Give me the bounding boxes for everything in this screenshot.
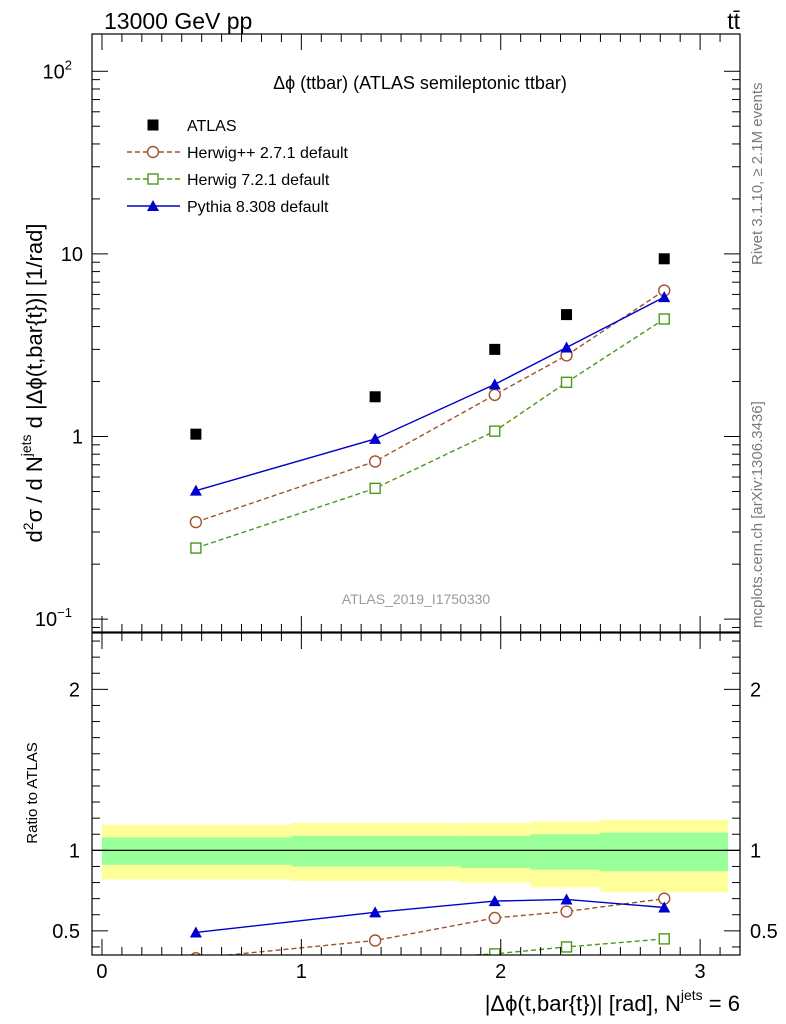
svg-text:d2σ / d Njets d |Δϕ(t,bar{t}: d2σ / d Njets d |Δϕ(t,bar{t})| [1/rad] [18,224,47,543]
main-y-axis-label: d2σ / d Njets d |Δϕ(t,bar{t})| [1/rad] [18,224,47,543]
main-series-group [189,253,671,554]
ratio-point-2-4 [658,901,671,913]
ratio-y-tick-labels: 0.5 0.5 1 1 2 2 [52,679,778,943]
main-point-0-1 [369,391,381,403]
legend-marker-3 [147,200,159,211]
main-axis-ticks [92,34,741,632]
main-panel-frame [91,33,741,633]
ratio-series-group [189,892,671,978]
main-series-line-1 [195,289,665,523]
ratio-y-tick-label-left: 0.5 [52,921,80,943]
x-tick-labels: 0 1 2 3 [96,961,705,983]
main-point-0-4 [658,253,670,265]
main-watermark: ATLAS_2019_I1750330 [342,591,491,607]
ratio-point-1-1 [369,954,381,955]
ratio-uncertainty-bands [101,819,729,893]
ratio-point-2-1 [369,906,382,918]
main-y-tick-label: 10 [61,244,83,266]
rivet-version-label: Rivet 3.1.10, ≥ 2.1M events [749,83,766,266]
ratio-panel: 0.5 0.5 1 1 2 2 0 1 2 3 Ratio to ATLAS |Δϕ(t,bar… [24,632,778,1016]
band-inner-3 [530,834,601,870]
band-inner-4 [600,832,729,872]
legend: ATLAS Herwig++ 2.7.1 default Herwig 7.2.1 … [127,118,349,216]
legend-label-3: Pythia 8.308 default [187,199,329,216]
ratio-y-tick-label-right: 2 [750,679,761,701]
ratio-y-tick-label-right: 0.5 [750,921,778,943]
ratio-point-1-3 [560,941,573,953]
header-process-label: tt̄ [727,8,740,34]
mcplots-source-label: mcplots.cern.ch [arXiv:1306.3436] [749,401,766,628]
main-point-0-0 [190,428,202,440]
main-panel: Δϕ (ttbar) (ATLAS semileptonic ttbar) 10… [18,33,741,633]
main-point-3-1 [369,432,382,444]
main-point-0-2 [489,343,501,355]
main-point-3-3 [560,341,573,353]
main-point-3-2 [488,378,501,390]
legend-marker-1 [146,145,160,159]
band-inner-1 [291,835,461,867]
header-energy-label: 13000 GeV pp [104,8,252,34]
main-point-3-4 [658,291,671,303]
ratio-point-0-0 [190,952,202,955]
main-point-2-0 [190,542,202,554]
main-y-tick-label: 10−1 [35,605,72,631]
ratio-series-line-0 [221,897,665,955]
main-point-2-4 [658,313,670,325]
band-inner-0 [101,837,292,865]
main-series-line-2 [195,318,665,549]
ratio-panel-frame [91,632,741,956]
ratio-point-2-0 [189,926,202,938]
main-point-2-3 [560,376,573,389]
band-inner-2 [460,835,531,869]
x-axis-label: |Δϕ(t,bar{t})| [rad], Njets = 6 [485,987,740,1016]
ratio-series-line-2 [195,898,665,934]
ratio-y-tick-label-left: 2 [69,679,80,701]
ratio-point-2-2 [488,895,501,907]
x-tick-label: 0 [96,961,107,983]
ratio-point-0-1 [368,934,382,947]
legend-marker-2 [147,173,159,185]
main-point-2-1 [369,482,381,495]
main-point-3-0 [189,484,202,496]
main-point-1-1 [368,455,382,468]
legend-marker-0 [147,119,159,131]
ratio-series-line-1 [462,938,665,955]
main-point-2-2 [489,425,501,437]
ratio-y-axis-label: Ratio to ATLAS [24,742,41,843]
main-point-0-3 [561,309,573,321]
legend-label-2: Herwig 7.2.1 default [187,172,330,189]
main-point-1-2 [488,388,501,402]
ratio-point-0-2 [488,911,501,925]
ratio-point-2-3 [560,893,573,905]
legend-label-0: ATLAS [187,118,237,135]
ratio-y-tick-label-left: 1 [69,840,80,862]
ratio-point-1-0 [191,968,201,978]
main-plot-title: Δϕ (ttbar) (ATLAS semileptonic ttbar) [273,73,567,93]
main-y-tick-labels: 102 10 1 10−1 [35,57,83,631]
ratio-y-tick-label-right: 1 [750,840,761,862]
x-tick-label: 3 [695,961,706,983]
ratio-point-1-2 [489,948,501,955]
main-y-tick-label: 102 [43,57,72,83]
ratio-point-0-3 [560,905,573,918]
ratio-point-1-4 [658,933,670,945]
ratio-axis-ticks [92,633,741,955]
x-tick-label: 1 [296,961,307,983]
main-y-tick-label: 1 [72,426,83,448]
legend-label-1: Herwig++ 2.7.1 default [187,145,349,162]
x-tick-label: 2 [495,961,506,983]
main-point-1-0 [189,515,203,529]
